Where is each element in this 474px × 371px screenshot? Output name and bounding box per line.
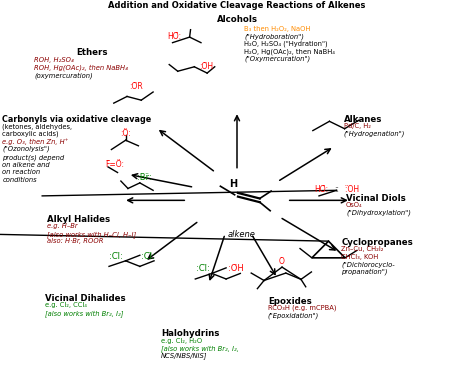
- Text: e.g. O₃, then Zn, H⁺: e.g. O₃, then Zn, H⁺: [2, 138, 69, 145]
- Text: carboxylic acids): carboxylic acids): [2, 130, 59, 137]
- Text: NCS/NBS/NIS]: NCS/NBS/NIS]: [161, 352, 208, 359]
- Text: :Cl̈:: :Cl̈:: [141, 252, 155, 260]
- Text: :ÖH: :ÖH: [228, 264, 244, 273]
- Text: RCO₃H (e.g. mCPBA): RCO₃H (e.g. mCPBA): [268, 305, 337, 312]
- Text: F̈=Ö:: F̈=Ö:: [106, 160, 125, 169]
- Text: Addition and Oxidative Cleavage Reactions of Alkenes: Addition and Oxidative Cleavage Reaction…: [109, 1, 365, 10]
- Text: [also works with Br₂, I₂]: [also works with Br₂, I₂]: [45, 310, 123, 316]
- Text: ("Ozonolysis"): ("Ozonolysis"): [2, 146, 50, 152]
- Text: Halohydrins: Halohydrins: [161, 329, 219, 338]
- Text: Ethers: Ethers: [76, 48, 107, 57]
- Text: Vicinal Diols: Vicinal Diols: [346, 194, 406, 203]
- Text: Carbonyls via oxidative cleavage: Carbonyls via oxidative cleavage: [2, 115, 152, 124]
- Text: :Cl̈:: :Cl̈:: [109, 252, 123, 260]
- Text: ("Oxymercuration"): ("Oxymercuration"): [244, 56, 310, 62]
- Text: on reaction: on reaction: [2, 169, 40, 175]
- Text: :̈OH: :̈OH: [345, 186, 359, 194]
- Text: HÖ:: HÖ:: [314, 186, 328, 194]
- Text: also: H·Br, ROOR: also: H·Br, ROOR: [47, 238, 104, 244]
- Text: [also works with Br₂, I₂,: [also works with Br₂, I₂,: [161, 345, 239, 352]
- Text: Alkanes: Alkanes: [344, 115, 382, 124]
- Text: :Cl̈:: :Cl̈:: [195, 264, 210, 273]
- Text: ("Dihydroxylation"): ("Dihydroxylation"): [346, 209, 411, 216]
- Text: Pd/C, H₂: Pd/C, H₂: [344, 123, 371, 129]
- Text: propanation"): propanation"): [341, 269, 388, 275]
- Text: H₂O, H₂SO₄ ("Hydration"): H₂O, H₂SO₄ ("Hydration"): [244, 41, 328, 47]
- Text: Alcohols: Alcohols: [217, 15, 257, 24]
- Text: on alkene and: on alkene and: [2, 162, 50, 168]
- Text: Cyclopropanes: Cyclopropanes: [341, 238, 413, 247]
- Text: CHCl₃, KOH: CHCl₃, KOH: [341, 254, 379, 260]
- Text: :Ö:: :Ö:: [120, 129, 131, 138]
- Text: ::: ::: [334, 186, 339, 194]
- Text: alkene: alkene: [228, 230, 255, 239]
- Text: :Br̈:: :Br̈:: [137, 173, 152, 181]
- Text: H₂O, Hg(OAc)₂, then NaBH₄: H₂O, Hg(OAc)₂, then NaBH₄: [244, 48, 335, 55]
- Text: OsO₄: OsO₄: [346, 202, 363, 208]
- Text: Vicinal Dihalides: Vicinal Dihalides: [45, 294, 126, 303]
- Text: e.g. H–Br: e.g. H–Br: [47, 223, 78, 229]
- Text: B₃ then H₂O₂, NaOH: B₃ then H₂O₂, NaOH: [244, 26, 310, 32]
- Text: conditions: conditions: [2, 177, 37, 183]
- Text: ROH, H₂SO₄: ROH, H₂SO₄: [34, 57, 74, 63]
- Text: ("Dichlorocyclo-: ("Dichlorocyclo-: [341, 261, 395, 268]
- Text: product(s) depend: product(s) depend: [2, 154, 64, 161]
- Text: (oxymercuration): (oxymercuration): [34, 72, 93, 79]
- Text: HÖ:: HÖ:: [167, 32, 181, 40]
- Text: ROH, Hg(OAc)₂, then NaBH₄: ROH, Hg(OAc)₂, then NaBH₄: [34, 65, 128, 71]
- Text: ("Hydrogenation"): ("Hydrogenation"): [344, 131, 405, 137]
- Text: e.g. Cl₂, H₂O: e.g. Cl₂, H₂O: [161, 338, 202, 344]
- Text: :ÖH: :ÖH: [199, 62, 213, 71]
- Text: e.g. Cl₂, CCl₄: e.g. Cl₂, CCl₄: [45, 302, 87, 308]
- Text: ("Epoxidation"): ("Epoxidation"): [268, 312, 319, 319]
- Text: ("Hydroboration"): ("Hydroboration"): [244, 33, 304, 40]
- Text: Alkyl Halides: Alkyl Halides: [47, 215, 110, 224]
- Text: (ketones, aldehydes,: (ketones, aldehydes,: [2, 123, 73, 130]
- Text: [also works with H–Cl, H–I]: [also works with H–Cl, H–I]: [47, 231, 137, 237]
- Text: Zn–Cu, CH₂I₂: Zn–Cu, CH₂I₂: [341, 246, 384, 252]
- Text: :ÖR: :ÖR: [128, 82, 143, 91]
- Text: Epoxides: Epoxides: [268, 297, 311, 306]
- Text: H: H: [229, 179, 237, 188]
- Text: Ö: Ö: [279, 257, 285, 266]
